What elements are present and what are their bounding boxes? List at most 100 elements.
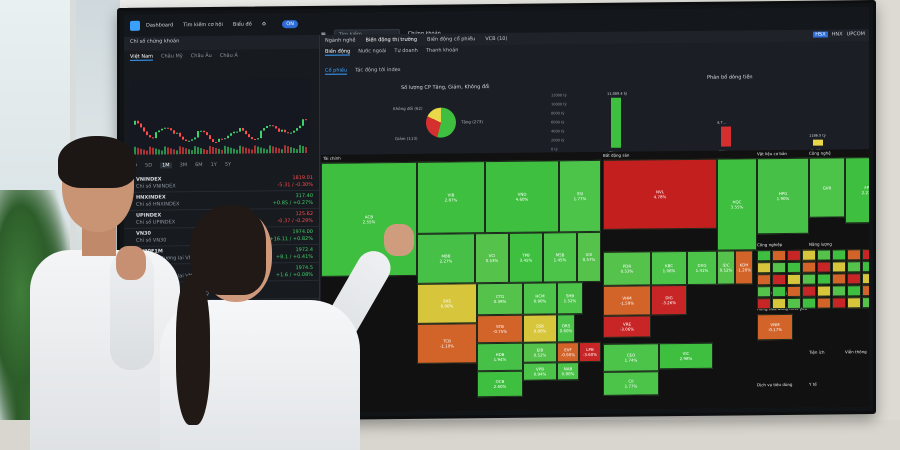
treemap-cell[interactable]: SSB 0.00% — [523, 314, 557, 343]
candlestick-chart[interactable] — [130, 78, 310, 155]
treemap-cell[interactable]: EIB 0.52% — [523, 342, 557, 363]
treemap-cell-small[interactable] — [787, 261, 801, 273]
treemap-cell[interactable]: VHM -1.59% — [603, 285, 651, 316]
index-row[interactable]: VNINDEX Chỉ số VNINDEX 1819.01 -5.31 / -0.3… — [124, 172, 319, 193]
treemap-cell-small[interactable] — [832, 273, 846, 285]
treemap-cell-small[interactable] — [862, 261, 869, 273]
treemap-cell-small[interactable] — [802, 249, 816, 261]
treemap-cell[interactable]: VCI 0.53% — [475, 232, 509, 284]
treemap-cell[interactable]: KBC 1.06% — [651, 251, 687, 286]
range-1m[interactable]: 1M — [160, 162, 172, 169]
treemap-cell-small[interactable] — [757, 298, 771, 310]
treemap-cell-small[interactable] — [847, 261, 861, 273]
treemap-cell[interactable]: VIC 2.98% — [659, 342, 713, 370]
treemap-cell-small[interactable] — [847, 273, 861, 285]
treemap-cell[interactable]: MBB 2.27% — [417, 233, 475, 284]
treemap-cell[interactable]: VND 4.60% — [485, 160, 559, 234]
treemap-cell[interactable]: SHS 0.00% — [417, 283, 477, 324]
tab-liquidity[interactable]: Thanh khoản — [425, 47, 459, 54]
treemap-cell[interactable]: STB -0.75% — [477, 314, 523, 344]
toggle-switch[interactable]: ON — [282, 20, 298, 29]
treemap-cell-small[interactable] — [787, 249, 801, 261]
treemap-cell-small[interactable] — [817, 273, 831, 285]
tab-proprietary[interactable]: Tự doanh — [394, 47, 418, 55]
treemap-cell[interactable]: LPB -3.60% — [579, 341, 601, 363]
treemap-cell-small[interactable] — [832, 297, 846, 309]
treemap-cell-small[interactable] — [772, 273, 786, 286]
exchange-hnx[interactable]: HNX — [831, 31, 843, 38]
treemap-cell-small[interactable] — [862, 297, 869, 309]
treemap-cell-small[interactable] — [757, 262, 771, 274]
treemap-cell-small[interactable] — [817, 285, 831, 297]
treemap-cell-small[interactable] — [787, 297, 801, 309]
treemap-cell-small[interactable] — [862, 285, 869, 297]
treemap-cell-small[interactable] — [862, 249, 869, 261]
treemap-cell-small[interactable] — [817, 297, 831, 309]
treemap-cell-small[interactable] — [787, 285, 801, 297]
tab-movement[interactable]: Biến động — [325, 48, 351, 56]
treemap-cell[interactable]: DXG 1.41% — [687, 250, 717, 286]
treemap-cell[interactable]: HDB 1.94% — [477, 342, 523, 372]
treemap-cell[interactable]: IDC 0.52% — [717, 250, 735, 285]
treemap-cell[interactable]: HQC 3.55% — [717, 158, 757, 251]
nav-chart[interactable]: Biểu đồ — [232, 21, 252, 28]
tab-industry[interactable]: Ngành nghề — [325, 37, 356, 44]
gear-icon[interactable]: ⚙ — [261, 21, 267, 28]
treemap-cell[interactable]: VPB 0.94% — [523, 362, 557, 381]
tab-stocks[interactable]: Cổ phiếu — [325, 67, 348, 75]
treemap-cell-small[interactable] — [802, 273, 816, 285]
treemap-cell-small[interactable] — [772, 285, 786, 298]
tab-vcb[interactable]: VCB (10) — [485, 35, 508, 43]
treemap-cell-small[interactable] — [772, 261, 786, 274]
treemap-cell[interactable]: OCB 2.60% — [477, 370, 523, 398]
tab-foreign[interactable]: Nước ngoài — [358, 48, 387, 55]
treemap-cell-small[interactable] — [802, 261, 816, 273]
tab-vietnam[interactable]: Việt Nam — [130, 53, 154, 61]
treemap-cell-small[interactable] — [757, 286, 771, 298]
range-6m[interactable]: 6M — [195, 162, 203, 169]
treemap-cell[interactable]: VNM -0.17% — [757, 313, 793, 341]
nav-dashboard[interactable]: Dashboard — [146, 22, 174, 29]
treemap-cell[interactable]: KDH -1.26% — [735, 250, 753, 285]
range-1y[interactable]: 1Y — [210, 161, 217, 168]
treemap-cell[interactable]: VRE -3.06% — [603, 315, 651, 338]
treemap-cell[interactable]: TCB -1.10% — [417, 323, 477, 364]
tab-index-impact[interactable]: Tác động tới index — [355, 67, 401, 74]
treemap-cell[interactable]: FPT 2.27% — [845, 156, 869, 224]
treemap-cell-small[interactable] — [847, 285, 861, 297]
treemap-cell[interactable]: NAB 0.80% — [557, 362, 579, 381]
treemap-cell-small[interactable] — [847, 249, 861, 261]
tab-europe[interactable]: Châu Âu — [190, 52, 212, 60]
range-5d[interactable]: 5D — [145, 162, 153, 169]
treemap-cell-small[interactable] — [817, 261, 831, 273]
tab-americas[interactable]: Châu Mỹ — [161, 53, 183, 60]
treemap-cell-small[interactable] — [862, 273, 869, 285]
tab-market-movement[interactable]: Biến động thị trường — [365, 36, 418, 44]
treemap-cell[interactable]: CEO 1.74% — [603, 343, 659, 372]
treemap-cell[interactable]: NVL 4.78% — [603, 158, 717, 230]
treemap-cell[interactable]: HCM 0.90% — [523, 282, 557, 315]
treemap-cell-small[interactable] — [772, 249, 786, 262]
treemap-cell[interactable]: HPG 1.90% — [757, 157, 809, 235]
treemap-cell[interactable]: TPB 3.45% — [509, 232, 543, 283]
treemap-cell-small[interactable] — [832, 285, 846, 297]
treemap-cell[interactable]: ORS 0.60% — [557, 314, 575, 343]
treemap-cell-small[interactable] — [772, 297, 786, 310]
treemap-cell-small[interactable] — [802, 285, 816, 297]
treemap-cell[interactable]: MSB 1.45% — [543, 232, 577, 283]
treemap-cell[interactable]: SHB 1.52% — [557, 282, 583, 315]
treemap-cell[interactable]: SSI 1.77% — [559, 159, 601, 233]
treemap-cell-small[interactable] — [832, 249, 846, 261]
tab-stock-movement[interactable]: Biến động cổ phiếu — [427, 36, 476, 43]
range-5y[interactable]: 5Y — [224, 161, 232, 168]
treemap-cell[interactable]: VIB 2.87% — [417, 161, 485, 234]
treemap-cell-small[interactable] — [757, 250, 771, 262]
treemap-cell[interactable]: CII 1.77% — [603, 371, 659, 396]
treemap-cell-small[interactable] — [757, 274, 771, 286]
exchange-upcom[interactable]: UPCOM — [846, 31, 865, 38]
treemap-cell[interactable]: GVR — [809, 157, 845, 218]
treemap-cell[interactable]: EVF -0.90% — [557, 342, 579, 363]
tab-asia[interactable]: Châu Á — [219, 52, 238, 59]
treemap-cell-small[interactable] — [802, 297, 816, 309]
treemap-cell[interactable]: VIX 0.57% — [577, 231, 601, 283]
